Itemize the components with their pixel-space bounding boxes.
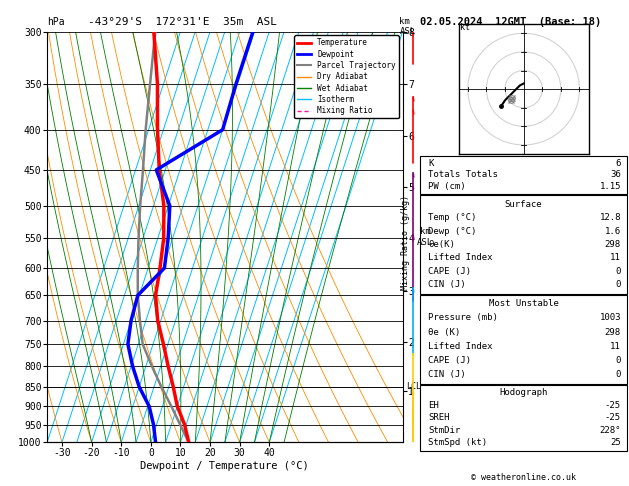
Text: CIN (J): CIN (J) — [428, 280, 466, 289]
Text: 228°: 228° — [599, 426, 621, 435]
Text: Mixing Ratio (g/kg): Mixing Ratio (g/kg) — [401, 195, 410, 291]
Text: Hodograph: Hodograph — [499, 388, 548, 397]
Text: CAPE (J): CAPE (J) — [428, 267, 472, 276]
Text: -25: -25 — [604, 401, 621, 410]
Text: CIN (J): CIN (J) — [428, 370, 466, 379]
Text: 25: 25 — [610, 438, 621, 447]
Text: Dewp (°C): Dewp (°C) — [428, 226, 477, 236]
Text: SREH: SREH — [428, 413, 450, 422]
X-axis label: Dewpoint / Temperature (°C): Dewpoint / Temperature (°C) — [140, 461, 309, 470]
Text: -43°29'S  172°31'E  35m  ASL: -43°29'S 172°31'E 35m ASL — [88, 17, 277, 27]
Text: 02.05.2024  12GMT  (Base: 18): 02.05.2024 12GMT (Base: 18) — [420, 17, 601, 27]
Text: kt: kt — [460, 22, 470, 32]
Text: 0: 0 — [616, 280, 621, 289]
Text: 11: 11 — [610, 253, 621, 262]
Text: 298: 298 — [604, 240, 621, 249]
Text: Most Unstable: Most Unstable — [489, 299, 559, 308]
Text: 1003: 1003 — [599, 313, 621, 322]
Text: θe (K): θe (K) — [428, 328, 460, 336]
Text: 0: 0 — [616, 356, 621, 365]
Text: 298: 298 — [604, 328, 621, 336]
Text: 1.15: 1.15 — [599, 182, 621, 191]
Y-axis label: km
ASL: km ASL — [417, 227, 433, 246]
Text: km
ASL: km ASL — [399, 17, 416, 36]
Text: 12.8: 12.8 — [599, 213, 621, 222]
Text: © weatheronline.co.uk: © weatheronline.co.uk — [471, 473, 576, 482]
Text: 36: 36 — [610, 171, 621, 179]
Text: Temp (°C): Temp (°C) — [428, 213, 477, 222]
Text: Lifted Index: Lifted Index — [428, 342, 493, 351]
Text: 6: 6 — [616, 159, 621, 168]
Text: Lifted Index: Lifted Index — [428, 253, 493, 262]
Text: StmDir: StmDir — [428, 426, 460, 435]
Text: EH: EH — [428, 401, 439, 410]
Text: K: K — [428, 159, 434, 168]
Text: Surface: Surface — [505, 200, 542, 208]
Text: Pressure (mb): Pressure (mb) — [428, 313, 498, 322]
Text: 0: 0 — [616, 370, 621, 379]
Text: 1.6: 1.6 — [604, 226, 621, 236]
Text: StmSpd (kt): StmSpd (kt) — [428, 438, 487, 447]
Text: CAPE (J): CAPE (J) — [428, 356, 472, 365]
Text: PW (cm): PW (cm) — [428, 182, 466, 191]
Text: 0: 0 — [616, 267, 621, 276]
Text: θe(K): θe(K) — [428, 240, 455, 249]
Text: Totals Totals: Totals Totals — [428, 171, 498, 179]
Text: hPa: hPa — [47, 17, 65, 27]
Legend: Temperature, Dewpoint, Parcel Trajectory, Dry Adiabat, Wet Adiabat, Isotherm, Mi: Temperature, Dewpoint, Parcel Trajectory… — [294, 35, 399, 118]
Text: -25: -25 — [604, 413, 621, 422]
Text: LCL: LCL — [406, 382, 421, 391]
Text: 11: 11 — [610, 342, 621, 351]
